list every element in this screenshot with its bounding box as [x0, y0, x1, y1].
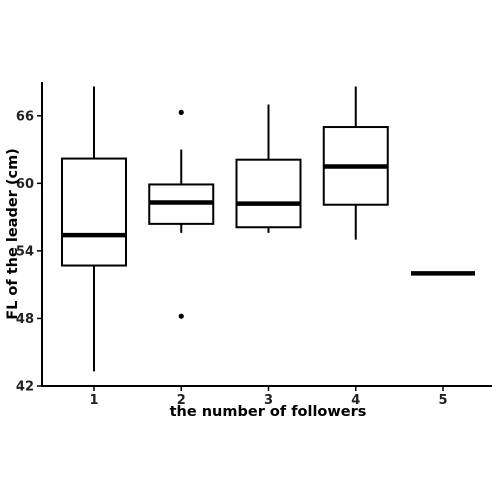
- x-tick-label: 5: [438, 393, 447, 408]
- box-group-2: [148, 109, 215, 319]
- y-axis-ticks: 42 48 54 60 66: [16, 109, 42, 395]
- plot-area: [61, 86, 475, 372]
- x-tick-label: 4: [351, 393, 360, 408]
- y-tick-label: 54: [16, 244, 34, 259]
- y-tick-label: 66: [16, 109, 34, 124]
- x-axis-title: the number of followers: [170, 404, 367, 420]
- x-tick-label: 2: [177, 393, 186, 408]
- box-iqr: [61, 157, 127, 267]
- y-tick-label: 48: [16, 312, 34, 327]
- x-tick-label: 1: [89, 393, 98, 408]
- box-group-1: [61, 86, 127, 372]
- y-axis-title: FL of the leader (cm): [5, 148, 21, 320]
- box-iqr: [235, 158, 302, 229]
- box-group-4: [322, 86, 389, 240]
- y-tick-label: 60: [16, 177, 34, 192]
- outlier-point: [178, 313, 184, 319]
- outlier-point: [178, 109, 184, 115]
- x-tick-label: 3: [264, 393, 273, 408]
- x-axis-ticks: 1 2 3 4 5: [89, 386, 448, 408]
- box-group-3: [235, 104, 302, 233]
- y-tick-label: 42: [16, 380, 34, 395]
